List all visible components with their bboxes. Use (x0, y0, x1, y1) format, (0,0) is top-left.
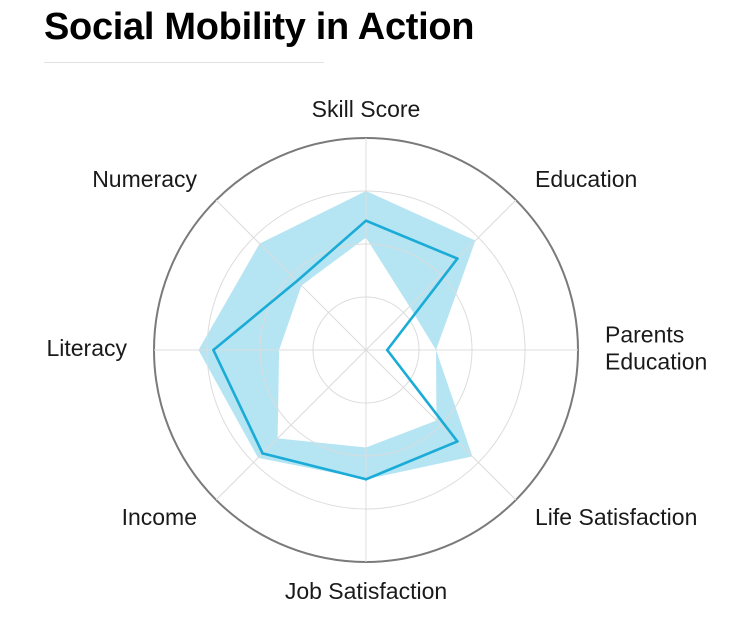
axis-label-education: Education (535, 166, 637, 192)
axis-label-income: Income (122, 504, 197, 530)
data-point-numeracy (295, 279, 299, 283)
spoke-numeracy (215, 199, 367, 351)
spoke-income (215, 349, 367, 501)
axis-label-skill-score: Skill Score (312, 96, 421, 122)
axis-label-line: Education (605, 349, 707, 375)
axis-label-line: Education (535, 166, 637, 192)
spoke-education (365, 199, 517, 351)
axis-label-line: Numeracy (92, 166, 197, 192)
data-point-literacy (212, 348, 215, 352)
axis-label-line: Parents (605, 322, 684, 348)
data-point-skill-score (364, 219, 368, 222)
axis-label-line: Income (122, 504, 197, 530)
spoke-life-satisfaction (365, 349, 517, 501)
uncertainty-band-layer (198, 191, 476, 480)
axis-label-parents-education: Parents Education (605, 322, 707, 375)
data-point-parents-education (385, 348, 389, 352)
axis-label-life-satisfaction: Life Satisfaction (535, 504, 697, 530)
axis-label-job-satisfaction: Job Satisfaction (285, 578, 447, 604)
axis-label-literacy: Literacy (46, 335, 127, 361)
axis-label-numeracy: Numeracy (92, 166, 197, 192)
axis-label-line: Skill Score (312, 96, 421, 122)
axis-label-line: Life Satisfaction (535, 504, 697, 530)
axis-label-line: Literacy (46, 335, 127, 361)
uncertainty-band (198, 191, 476, 480)
data-point-job-satisfaction (364, 478, 368, 481)
axis-label-line: Job Satisfaction (285, 578, 447, 604)
data-point-life-satisfaction (456, 440, 459, 443)
grid-layer (153, 137, 579, 563)
series-line-layer (212, 219, 459, 481)
data-point-education (456, 257, 459, 260)
chart-title: Social Mobility in Action (44, 6, 475, 48)
data-point-income (261, 452, 264, 455)
title-divider (44, 62, 324, 63)
